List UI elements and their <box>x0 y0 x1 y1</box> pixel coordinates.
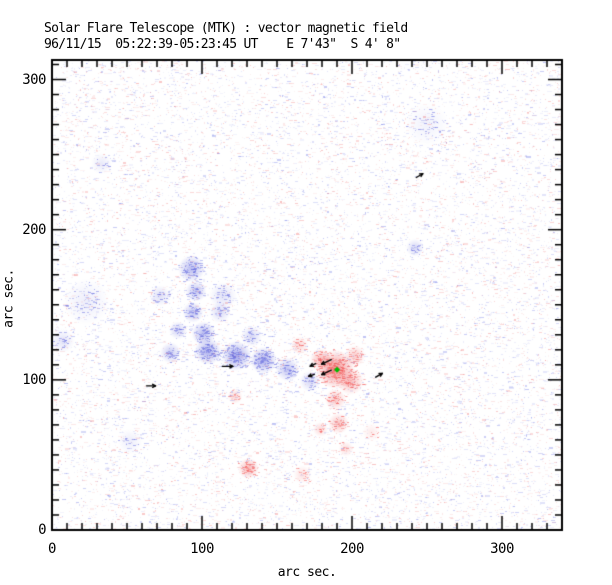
y-tick-label: 200 <box>22 221 46 238</box>
x-tick-label: 300 <box>490 541 514 557</box>
x-axis-label: arc sec. <box>277 565 337 580</box>
y-tick-label: 300 <box>22 71 46 88</box>
x-tick-label: 200 <box>340 541 364 557</box>
y-tick-label: 100 <box>22 371 46 388</box>
y-tick-label: 0 <box>38 522 46 538</box>
plot-subtitle: 96/11/15 05:22:39-05:23:45 UT E 7'43" S … <box>44 37 401 52</box>
x-tick-label: 0 <box>48 541 56 557</box>
plot-title: Solar Flare Telescope (MTK) : vector mag… <box>44 21 408 36</box>
x-tick-label: 100 <box>190 541 214 557</box>
y-axis-label: arc sec. <box>1 269 17 328</box>
